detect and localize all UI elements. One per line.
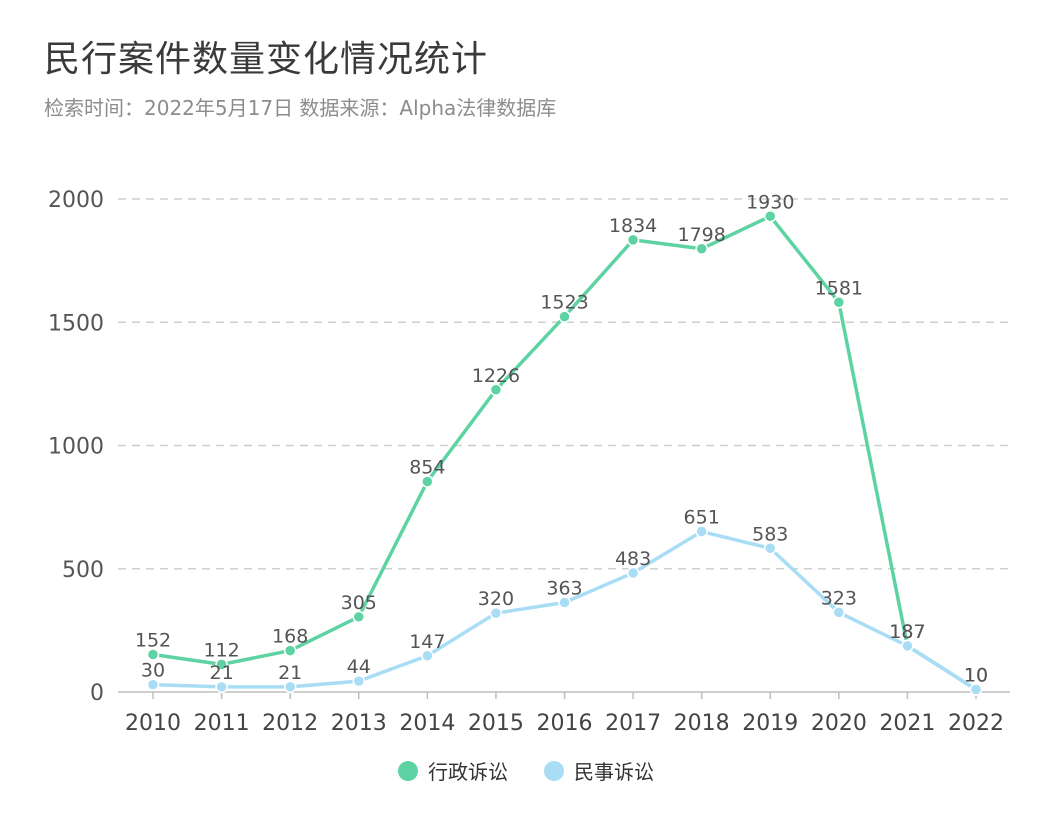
data-point-civil-2014 xyxy=(421,649,434,663)
data-point-civil-2015 xyxy=(489,606,503,620)
data-label-administrative-2014: 854 xyxy=(409,456,445,478)
data-label-administrative-2011: 112 xyxy=(203,639,239,661)
data-point-civil-2012 xyxy=(283,680,297,694)
x-tick-label-2021: 2021 xyxy=(879,711,935,736)
data-point-administrative-2017 xyxy=(626,233,640,247)
data-label-administrative-2017: 1834 xyxy=(609,215,657,237)
data-label-civil-2017: 483 xyxy=(615,548,651,570)
data-label-civil-2022: 10 xyxy=(964,665,988,687)
legend-marker-civil xyxy=(544,760,564,781)
data-label-administrative-2015: 1226 xyxy=(472,365,520,387)
x-tick-label-2019: 2019 xyxy=(742,711,798,736)
series-line-civil xyxy=(151,529,978,692)
chart-title: 民行案件数量变化情况统计 xyxy=(44,39,489,80)
data-point-civil-2018 xyxy=(695,525,708,538)
x-tick-label-2011: 2011 xyxy=(194,711,250,736)
data-label-civil-2021: 187 xyxy=(889,621,925,643)
data-point-civil-2011 xyxy=(215,680,228,694)
data-point-administrative-2010 xyxy=(146,648,160,661)
data-label-civil-2011: 21 xyxy=(209,662,233,684)
y-tick-label-0: 0 xyxy=(90,681,104,706)
data-label-civil-2010: 30 xyxy=(141,660,165,682)
data-point-administrative-2013 xyxy=(352,610,365,624)
data-point-civil-2022 xyxy=(969,683,983,696)
legend-item-administrative[interactable]: 行政诉讼 xyxy=(398,756,508,785)
data-label-administrative-2016: 1523 xyxy=(540,292,588,314)
legend-marker-administrative xyxy=(398,760,418,781)
data-label-civil-2013: 44 xyxy=(347,656,371,678)
data-label-civil-2015: 320 xyxy=(478,588,514,610)
x-tick-label-2022: 2022 xyxy=(948,711,1004,736)
data-point-administrative-2018 xyxy=(695,242,708,256)
data-label-civil-2020: 323 xyxy=(821,587,857,609)
legend-item-civil[interactable]: 民事诉讼 xyxy=(544,756,654,785)
chart-subtitle: 检索时间：2022年5月17日 数据来源：Alpha法律数据库 xyxy=(44,96,557,120)
data-label-administrative-2019: 1930 xyxy=(746,191,794,213)
x-tick-label-2015: 2015 xyxy=(468,711,524,736)
legend: 行政诉讼 民事诉讼 xyxy=(0,756,1052,785)
y-tick-label-2000: 2000 xyxy=(48,188,104,213)
data-point-administrative-2016 xyxy=(558,310,571,323)
data-label-civil-2018: 651 xyxy=(684,507,720,529)
x-tick-label-2013: 2013 xyxy=(331,711,387,736)
data-label-civil-2019: 583 xyxy=(752,523,788,545)
data-point-civil-2017 xyxy=(626,566,640,580)
data-point-administrative-2019 xyxy=(764,210,777,223)
x-tick-label-2017: 2017 xyxy=(605,711,661,736)
data-label-administrative-2013: 305 xyxy=(341,592,377,614)
data-point-civil-2019 xyxy=(764,542,777,555)
legend-label-administrative: 行政诉讼 xyxy=(428,760,508,784)
data-label-administrative-2021: 187 xyxy=(889,621,925,643)
x-tick-label-2012: 2012 xyxy=(262,711,318,736)
data-point-civil-2020 xyxy=(832,606,846,619)
legend-label-civil: 民事诉讼 xyxy=(574,760,654,784)
y-tick-label-500: 500 xyxy=(62,558,104,583)
x-tick-label-2014: 2014 xyxy=(399,711,455,736)
data-point-administrative-2015 xyxy=(489,383,503,397)
data-point-administrative-2012 xyxy=(283,644,297,657)
data-label-administrative-2022: 10 xyxy=(964,665,988,687)
y-tick-label-1500: 1500 xyxy=(48,311,104,336)
data-label-civil-2016: 363 xyxy=(546,578,582,600)
data-label-administrative-2012: 168 xyxy=(272,626,308,648)
x-tick-label-2018: 2018 xyxy=(674,711,730,736)
data-label-administrative-2018: 1798 xyxy=(677,224,725,246)
x-tick-label-2010: 2010 xyxy=(125,711,181,736)
data-point-administrative-2020 xyxy=(832,296,846,309)
data-point-civil-2021 xyxy=(901,639,914,653)
x-tick-label-2016: 2016 xyxy=(537,711,593,736)
data-point-civil-2010 xyxy=(146,678,160,691)
y-tick-label-1000: 1000 xyxy=(48,435,104,460)
data-point-administrative-2011 xyxy=(215,658,228,671)
data-point-civil-2013 xyxy=(352,674,365,688)
data-point-civil-2016 xyxy=(558,596,571,609)
data-label-civil-2014: 147 xyxy=(409,631,445,653)
data-label-civil-2012: 21 xyxy=(278,662,302,684)
data-label-administrative-2020: 1581 xyxy=(815,277,863,299)
data-label-administrative-2010: 152 xyxy=(135,630,171,652)
data-point-administrative-2014 xyxy=(421,475,434,488)
x-tick-label-2020: 2020 xyxy=(811,711,867,736)
